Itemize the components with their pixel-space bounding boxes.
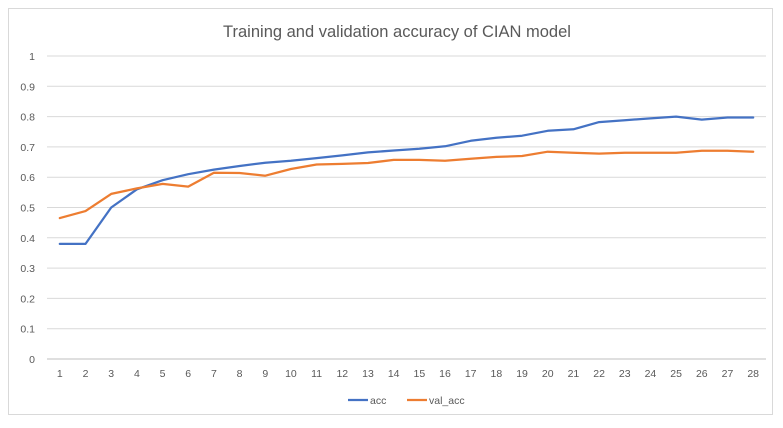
x-tick-label: 12: [336, 368, 348, 380]
x-tick-label: 13: [362, 368, 374, 380]
x-axis-ticks: 1 2 3 4 5 6 7 8 9 10 11 12 13 14 15 16 17 18 19 20 21 22 23 24 2…: [57, 368, 759, 380]
x-tick-label: 23: [619, 368, 631, 380]
x-tick-label: 2: [83, 368, 89, 380]
x-tick-label: 16: [439, 368, 451, 380]
x-tick-label: 22: [593, 368, 605, 380]
x-tick-label: 14: [388, 368, 400, 380]
y-tick-label: 0.3: [20, 263, 35, 275]
x-tick-label: 5: [160, 368, 166, 380]
chart-frame: Training and validation accuracy of CIAN…: [8, 8, 773, 415]
x-tick-label: 7: [211, 368, 217, 380]
x-tick-label: 8: [237, 368, 243, 380]
x-tick-label: 19: [516, 368, 528, 380]
x-tick-label: 1: [57, 368, 63, 380]
x-tick-label: 20: [542, 368, 554, 380]
x-tick-label: 24: [645, 368, 657, 380]
y-tick-label: 0: [29, 354, 35, 366]
y-tick-label: 0.6: [20, 172, 35, 184]
x-tick-label: 3: [108, 368, 114, 380]
x-tick-label: 25: [670, 368, 682, 380]
x-tick-label: 18: [491, 368, 503, 380]
series-line-acc: [58, 115, 755, 246]
x-tick-label: 28: [747, 368, 759, 380]
legend-label-val-acc: val_acc: [429, 395, 465, 407]
x-tick-label: 4: [134, 368, 140, 380]
x-tick-label: 15: [413, 368, 425, 380]
y-tick-label: 0.1: [20, 324, 35, 336]
y-tick-label: 0.8: [20, 112, 35, 124]
chart-title: Training and validation accuracy of CIAN…: [223, 23, 571, 41]
y-tick-label: 1: [29, 51, 35, 63]
x-tick-label: 11: [311, 368, 322, 380]
y-tick-label: 0.2: [20, 293, 35, 305]
y-tick-label: 0.5: [20, 203, 35, 215]
gridlines: [47, 55, 766, 360]
x-tick-label: 6: [185, 368, 191, 380]
y-axis-ticks: 0 0.1 0.2 0.3 0.4 0.5 0.6 0.7 0.8 0.9 1: [20, 51, 35, 366]
y-tick-label: 0.7: [20, 142, 35, 154]
x-tick-label: 21: [568, 368, 580, 380]
series-line-val-acc: [58, 149, 755, 220]
y-tick-label: 0.4: [20, 233, 35, 245]
series-lines: [58, 115, 755, 246]
x-tick-label: 26: [696, 368, 708, 380]
x-tick-label: 10: [285, 368, 297, 380]
y-tick-label: 0.9: [20, 81, 35, 93]
legend: acc val_acc: [348, 395, 465, 407]
chart-svg: Training and validation accuracy of CIAN…: [20, 23, 766, 407]
legend-label-acc: acc: [370, 395, 386, 407]
x-tick-label: 17: [465, 368, 477, 380]
x-tick-label: 9: [262, 368, 268, 380]
x-tick-label: 27: [722, 368, 734, 380]
